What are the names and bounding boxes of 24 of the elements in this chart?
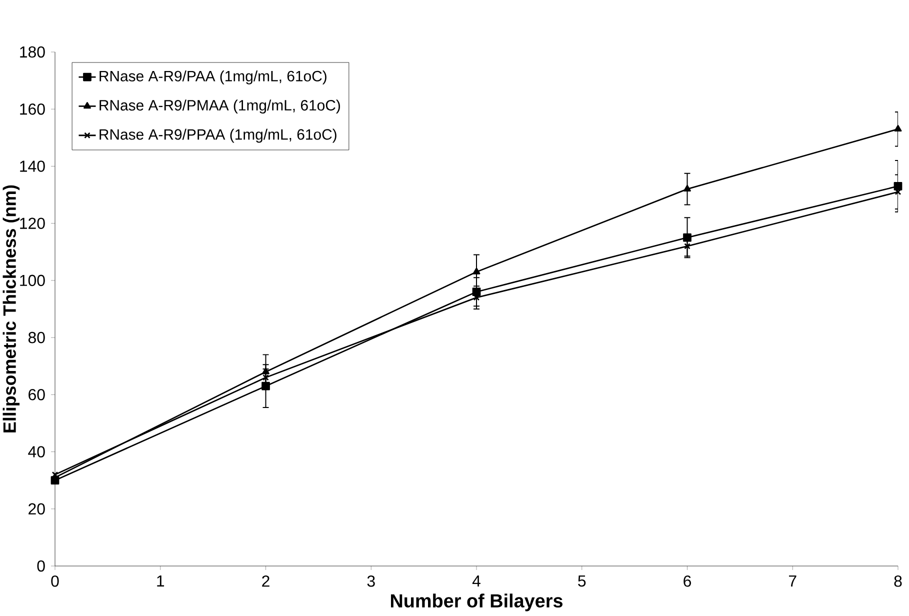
y-tick-label: 80 bbox=[28, 332, 45, 344]
y-tick-label: 140 bbox=[20, 160, 45, 172]
y-tick-label: 60 bbox=[28, 389, 45, 400]
x-tick-label: 2 bbox=[262, 576, 270, 587]
x-tick-label: 5 bbox=[578, 575, 586, 587]
y-tick-label: 40 bbox=[28, 446, 45, 458]
y-axis-title: Ellipsometric Thickness (nm) bbox=[2, 185, 20, 432]
y-tick-label: 20 bbox=[28, 503, 45, 515]
legend-label: RNase A-R9/PPAA (1mg/mL, 61oC) bbox=[100, 128, 336, 143]
x-tick-label: 1 bbox=[157, 575, 164, 586]
y-tick-label: 0 bbox=[37, 560, 45, 572]
x-tick-label: 3 bbox=[367, 576, 375, 587]
x-tick-label: 4 bbox=[472, 575, 480, 586]
y-tick-label: 160 bbox=[20, 103, 45, 115]
x-tick-label: 8 bbox=[894, 576, 902, 587]
x-tick-label: 0 bbox=[51, 576, 59, 587]
legend-label: RNase A-R9/PMAA (1mg/mL, 61oC) bbox=[100, 100, 340, 114]
x-tick-label: 7 bbox=[789, 575, 796, 586]
y-tick-label: 100 bbox=[20, 274, 45, 286]
x-tick-label: 6 bbox=[684, 576, 691, 587]
y-tick-label: 120 bbox=[20, 218, 45, 229]
x-axis-title: Number of Bilayers bbox=[390, 594, 562, 612]
legend-label: RNase A-R9/PAA (1mg/mL, 61oC) bbox=[100, 70, 326, 84]
y-tick-label: 180 bbox=[20, 46, 45, 58]
